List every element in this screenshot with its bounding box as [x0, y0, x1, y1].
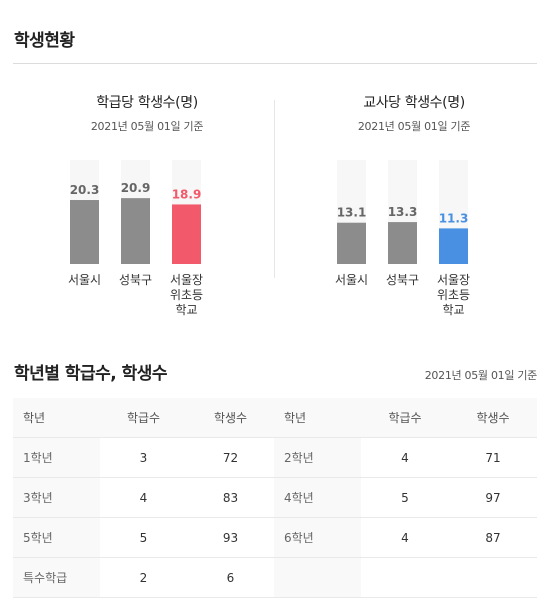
chart-title: 학급당 학생수(명) — [96, 95, 198, 111]
chart-title: 교사당 학생수(명) — [363, 95, 465, 111]
student-count-cell: 93 — [187, 517, 274, 558]
chart-divider — [274, 100, 275, 278]
bar — [121, 198, 150, 264]
class-count-cell: 4 — [361, 517, 449, 558]
class-count-cell: 2 — [100, 557, 187, 598]
class-count-cell: 5 — [100, 517, 187, 558]
category-label: 성북구 — [386, 273, 419, 287]
grade-cell: 특수학급 — [13, 557, 100, 598]
table-row: 3학년 4 83 4학년 5 97 — [13, 477, 537, 518]
grade-cell: 4학년 — [274, 477, 361, 518]
bar-value-label: 13.1 — [337, 206, 367, 220]
header-grade: 학년 — [274, 398, 361, 438]
chart-date: 2021년 05월 01일 기준 — [90, 120, 204, 133]
class-count-cell: 3 — [100, 437, 187, 478]
bar-value-label: 13.3 — [388, 205, 418, 219]
page-title: 학생현황 — [14, 31, 75, 51]
title-divider — [13, 63, 537, 64]
bar-value-label: 11.3 — [439, 211, 469, 225]
bar — [439, 228, 468, 264]
category-label: 학교 — [175, 303, 197, 317]
grade-section-date: 2021년 05월 01일 기준 — [424, 369, 538, 382]
student-count-cell: 71 — [449, 437, 537, 478]
category-label: 서울시 — [68, 273, 101, 287]
grade-cell: 3학년 — [13, 477, 100, 518]
student-count-cell: 83 — [187, 477, 274, 518]
grade-cell: 6학년 — [274, 517, 361, 558]
student-count-cell: 87 — [449, 517, 537, 558]
category-label: 성북구 — [119, 273, 152, 287]
table-row: 5학년 5 93 6학년 4 87 — [13, 517, 537, 558]
header-student-count: 학생수 — [449, 398, 537, 438]
bar — [172, 204, 201, 264]
grade-cell — [274, 557, 361, 598]
table-header-row: 학년 학급수 학생수 학년 학급수 학생수 — [13, 398, 537, 438]
grade-table: 학년 학급수 학생수 학년 학급수 학생수 1학년 3 72 2학년 4 71 … — [13, 398, 537, 598]
category-label: 서울시 — [335, 273, 368, 287]
bar — [388, 222, 417, 264]
grade-cell: 1학년 — [13, 437, 100, 478]
student-count-cell: 6 — [187, 557, 274, 598]
grade-section-title: 학년별 학급수, 학생수 — [14, 364, 168, 384]
grade-cell: 2학년 — [274, 437, 361, 478]
bar — [70, 200, 99, 264]
student-count-cell — [449, 557, 537, 598]
chart-date: 2021년 05월 01일 기준 — [357, 120, 471, 133]
grade-cell: 5학년 — [13, 517, 100, 558]
bar-value-label: 20.3 — [70, 183, 100, 197]
class-student-chart: 학급당 학생수(명) 2021년 05월 01일 기준 20.3 서울시 20.9 성… — [37, 92, 257, 317]
bar-value-label: 18.9 — [172, 187, 202, 201]
student-count-cell: 97 — [449, 477, 537, 518]
header-class-count: 학급수 — [361, 398, 449, 438]
header-student-count: 학생수 — [187, 398, 274, 438]
teacher-student-chart: 교사당 학생수(명) 2021년 05월 01일 기준 13.1 서울시 13.3 성… — [304, 92, 524, 317]
table-row: 특수학급 2 6 — [13, 557, 537, 598]
class-count-cell: 5 — [361, 477, 449, 518]
table-row: 1학년 3 72 2학년 4 71 — [13, 437, 537, 478]
class-count-cell: 4 — [361, 437, 449, 478]
category-label: 서울장 — [170, 273, 203, 287]
student-count-cell: 72 — [187, 437, 274, 478]
category-label: 위초등 — [437, 288, 470, 302]
header-grade: 학년 — [13, 398, 100, 438]
bar-value-label: 20.9 — [121, 181, 151, 195]
bar — [337, 222, 366, 264]
category-label: 서울장 — [437, 273, 470, 287]
class-count-cell: 4 — [100, 477, 187, 518]
category-label: 학교 — [442, 303, 464, 317]
category-label: 위초등 — [170, 288, 203, 302]
class-count-cell — [361, 557, 449, 598]
header-class-count: 학급수 — [100, 398, 187, 438]
